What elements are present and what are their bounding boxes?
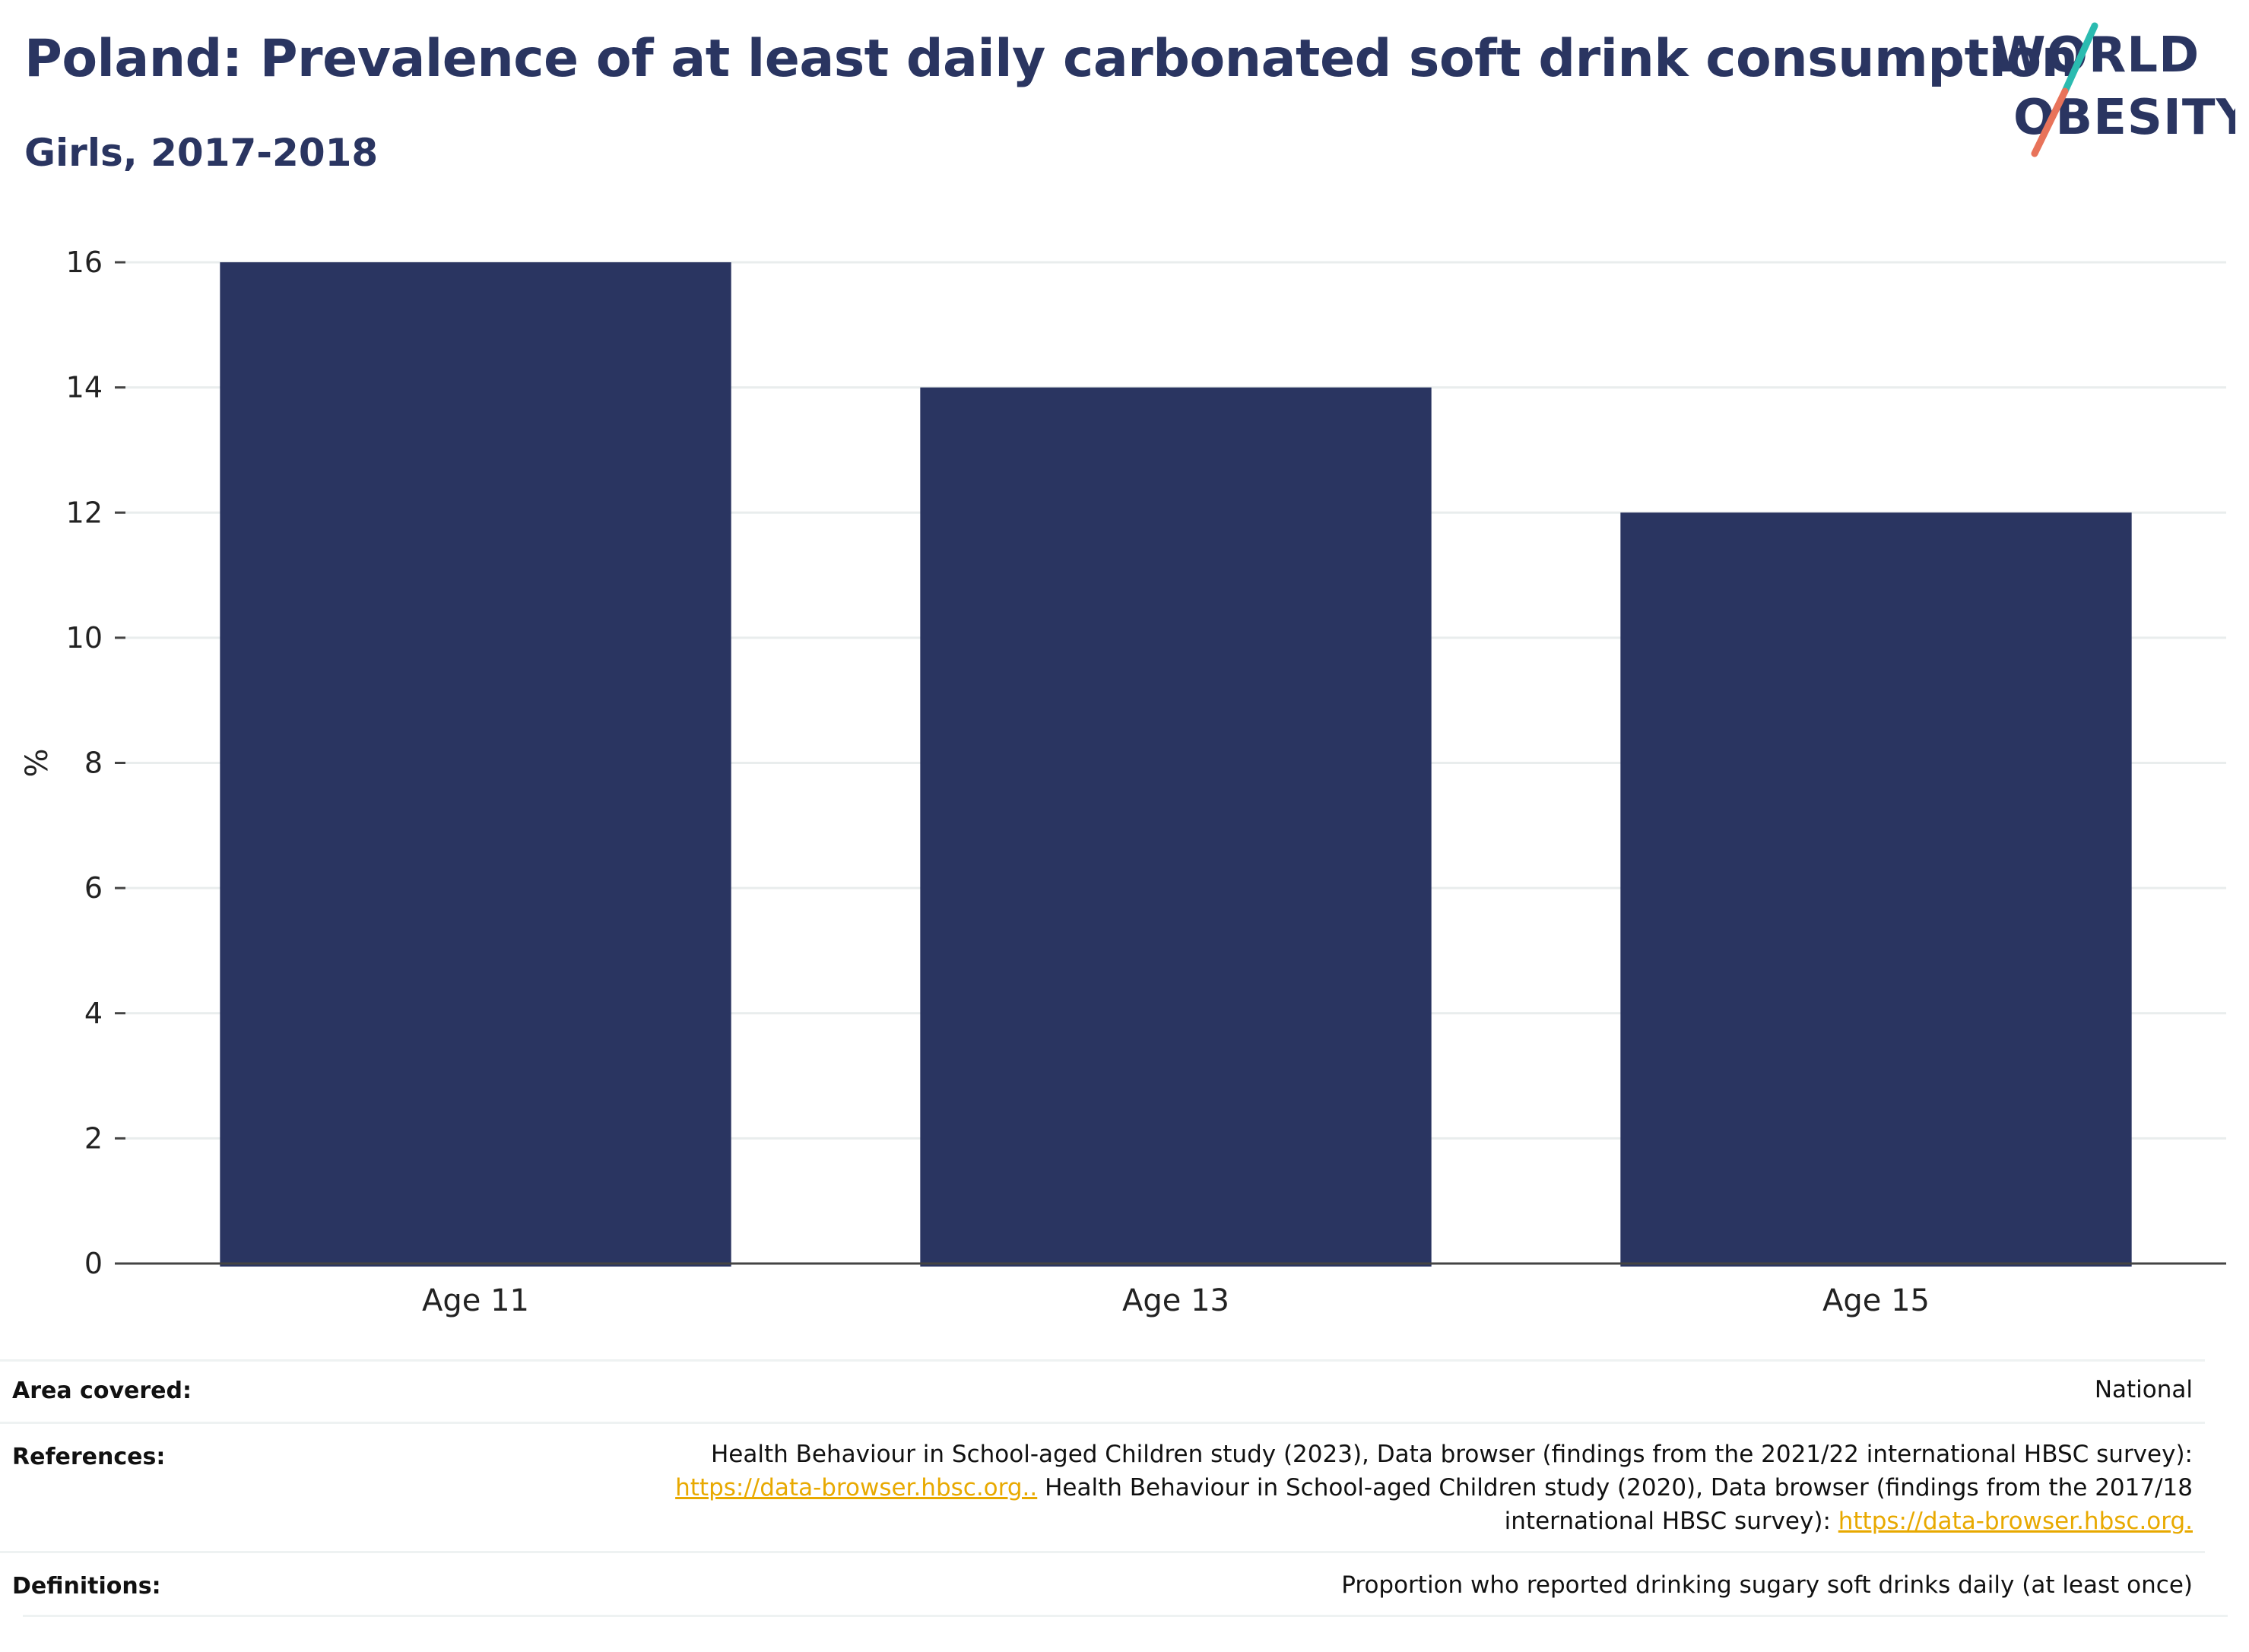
x-axis-categories: Age 11 Age 13 Age 15: [422, 1283, 1930, 1318]
bar: [1620, 512, 2132, 1267]
bars: [220, 262, 2132, 1267]
references-line2: https://data-browser.hbsc.org.. Health B…: [520, 1471, 2193, 1505]
definitions-label: Definitions:: [12, 1573, 161, 1600]
y-axis-label: %: [20, 748, 55, 777]
y-tick-label: 2: [84, 1121, 103, 1155]
bar: [920, 387, 1432, 1267]
y-tick-label: 14: [66, 371, 103, 404]
reference-link-2[interactable]: https://data-browser.hbsc.org.: [1838, 1508, 2193, 1535]
reference-link-1[interactable]: https://data-browser.hbsc.org..: [675, 1474, 1038, 1501]
y-tick-label: 16: [66, 246, 103, 279]
y-axis-ticks: 0 2 4 6 8 10 12 14 16: [66, 246, 125, 1280]
world-obesity-logo: WORLD OBESITY: [1992, 21, 2249, 158]
y-tick-label: 10: [66, 621, 103, 655]
y-tick-label: 12: [66, 496, 103, 529]
area-covered-label: Area covered:: [12, 1378, 192, 1404]
chart-title: Poland: Prevalence of at least daily car…: [24, 29, 2078, 89]
bar: [220, 262, 731, 1267]
references-row: References: Health Behaviour in School-a…: [0, 1422, 2205, 1535]
references-label: References:: [12, 1444, 166, 1470]
info-divider-top: [0, 1359, 2205, 1362]
bar-chart: 0 2 4 6 8 10 12 14 16 Age 11 Age 13 Age 15 %: [20, 246, 2226, 1318]
y-tick-label: 4: [84, 997, 103, 1030]
references-value: Health Behaviour in School-aged Children…: [520, 1438, 2193, 1538]
chart-subtitle: Girls, 2017-2018: [24, 131, 379, 175]
info-divider-bottom: [23, 1615, 2228, 1617]
y-tick-label: 8: [84, 747, 103, 780]
x-category-label: Age 15: [1822, 1283, 1930, 1318]
area-covered-value: National: [2094, 1376, 2193, 1403]
x-category-label: Age 13: [1122, 1283, 1229, 1318]
y-tick-label: 0: [84, 1247, 103, 1280]
references-line3: international HBSC survey): https://data…: [520, 1505, 2193, 1538]
logo-line1: WORLD: [1992, 27, 2200, 84]
logo-graphic: WORLD OBESITY: [1992, 22, 2249, 157]
y-tick-label: 6: [84, 871, 103, 905]
references-line1: Health Behaviour in School-aged Children…: [711, 1441, 2193, 1468]
references-line3-text: international HBSC survey):: [1504, 1508, 1838, 1535]
area-covered-row: Area covered: National: [0, 1359, 2205, 1422]
logo-slash-coral: [2031, 87, 2069, 157]
definitions-value: Proportion who reported drinking sugary …: [1341, 1571, 2193, 1599]
references-line2-text: Health Behaviour in School-aged Children…: [1037, 1474, 2193, 1501]
x-category-label: Age 11: [422, 1283, 529, 1318]
definitions-row: Definitions: Proportion who reported dri…: [0, 1551, 2205, 1600]
logo-slash-teal: [2061, 22, 2098, 95]
